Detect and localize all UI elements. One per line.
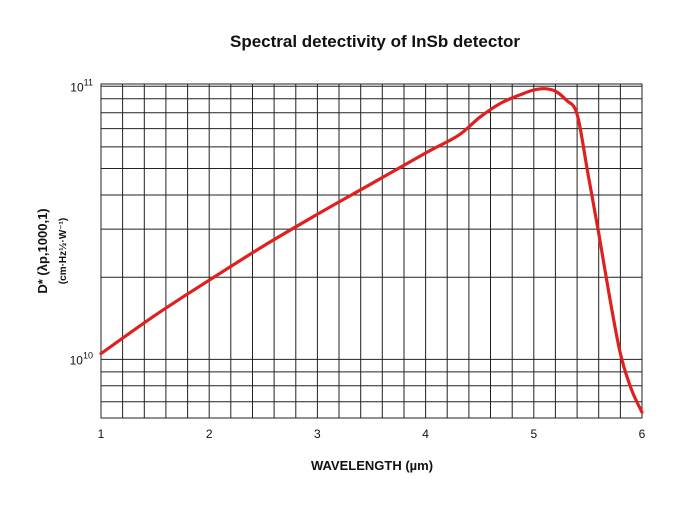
x-tick-label: 4 [422,427,429,441]
y-tick-label: 1011 [70,77,93,94]
x-tick-label: 2 [206,427,213,441]
x-tick-label: 5 [530,427,537,441]
x-tick-labels: 1 2 3 4 5 6 [98,427,646,441]
x-tick-label: 6 [639,427,646,441]
detectivity-curve [99,87,644,414]
y-tick-labels: 1010 1011 [70,77,93,367]
y-tick-label: 1010 [70,350,93,367]
y-axis-unit-label: (cm·Hz½·W⁻¹) [58,218,69,284]
plot-frame [100,83,643,419]
chart-title: Spectral detectivity of InSb detector [230,32,520,51]
x-axis-label: WAVELENGTH (µm) [311,458,433,473]
x-tick-label: 1 [98,427,105,441]
y-axis-label: D* (λp,1000,1) [35,208,50,293]
grid [100,83,643,419]
x-tick-label: 3 [314,427,321,441]
